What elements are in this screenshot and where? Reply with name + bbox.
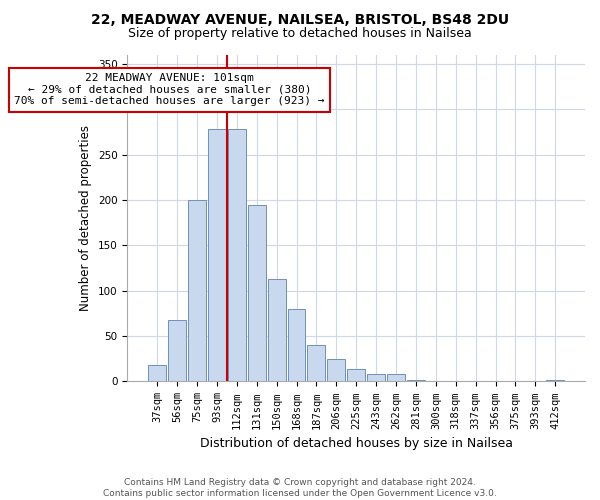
Bar xyxy=(268,279,286,382)
Bar xyxy=(287,309,305,382)
Bar xyxy=(248,204,266,382)
Bar xyxy=(427,380,445,382)
Bar xyxy=(387,374,405,382)
Bar xyxy=(447,380,464,382)
Bar xyxy=(307,345,325,382)
Text: 22, MEADWAY AVENUE, NAILSEA, BRISTOL, BS48 2DU: 22, MEADWAY AVENUE, NAILSEA, BRISTOL, BS… xyxy=(91,12,509,26)
Text: 22 MEADWAY AVENUE: 101sqm
← 29% of detached houses are smaller (380)
70% of semi: 22 MEADWAY AVENUE: 101sqm ← 29% of detac… xyxy=(14,73,325,106)
Bar xyxy=(347,368,365,382)
Bar xyxy=(328,359,345,382)
Text: Size of property relative to detached houses in Nailsea: Size of property relative to detached ho… xyxy=(128,28,472,40)
Bar xyxy=(168,320,186,382)
Bar xyxy=(407,380,425,382)
Bar xyxy=(148,365,166,382)
Y-axis label: Number of detached properties: Number of detached properties xyxy=(79,125,92,311)
Text: Contains HM Land Registry data © Crown copyright and database right 2024.
Contai: Contains HM Land Registry data © Crown c… xyxy=(103,478,497,498)
Bar xyxy=(367,374,385,382)
Bar xyxy=(188,200,206,382)
Bar xyxy=(228,130,246,382)
Bar xyxy=(208,130,226,382)
X-axis label: Distribution of detached houses by size in Nailsea: Distribution of detached houses by size … xyxy=(200,437,513,450)
Bar xyxy=(546,380,564,382)
